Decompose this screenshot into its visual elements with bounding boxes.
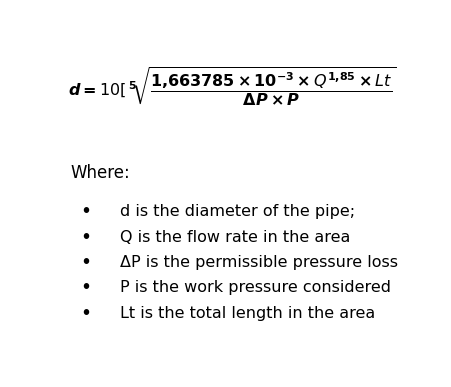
Text: ΔP is the permissible pressure loss: ΔP is the permissible pressure loss xyxy=(119,255,397,270)
Text: $\boldsymbol{d = \mathrm{10[}}$$\,^{\mathbf{5}}\!\!\sqrt{\dfrac{\mathbf{1{,}6637: $\boldsymbol{d = \mathrm{10[}}$$\,^{\mat… xyxy=(68,65,395,108)
Text: •: • xyxy=(81,278,92,297)
Text: •: • xyxy=(81,304,92,323)
Text: Q is the flow rate in the area: Q is the flow rate in the area xyxy=(119,229,349,245)
Text: Lt is the total length in the area: Lt is the total length in the area xyxy=(119,306,374,321)
Text: d is the diameter of the pipe;: d is the diameter of the pipe; xyxy=(119,204,354,219)
Text: P is the work pressure considered: P is the work pressure considered xyxy=(119,280,390,295)
Text: •: • xyxy=(81,228,92,247)
Text: •: • xyxy=(81,202,92,221)
Text: Where:: Where: xyxy=(70,164,130,182)
Text: •: • xyxy=(81,253,92,272)
